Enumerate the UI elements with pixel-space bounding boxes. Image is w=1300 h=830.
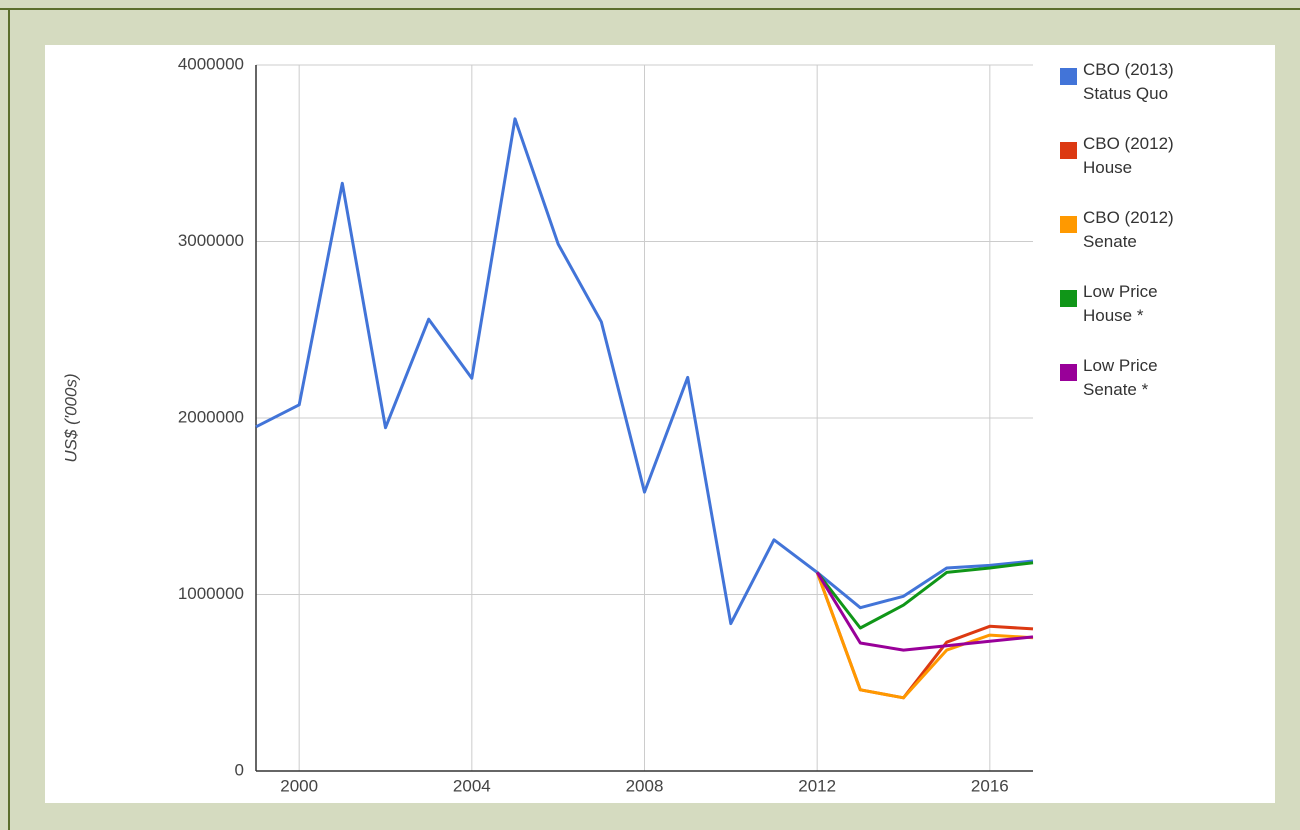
y-tick-label: 1000000 (178, 584, 244, 603)
y-tick-label: 3000000 (178, 231, 244, 250)
border (8, 8, 10, 830)
x-tick-label: 2000 (280, 776, 318, 795)
y-axis-title: US$ ('000s) (61, 373, 80, 462)
legend-swatch (1060, 290, 1077, 307)
series-line (255, 117, 1034, 626)
y-tick-label: 2000000 (178, 407, 244, 426)
y-tick-label: 0 (235, 760, 244, 779)
x-tick-label: 2004 (453, 776, 491, 795)
x-tick-label: 2016 (971, 776, 1009, 795)
legend-swatch (1060, 68, 1077, 85)
legend-label: Low Price House * (1083, 282, 1158, 325)
x-tick-label: 2008 (626, 776, 664, 795)
legend-swatch (1060, 142, 1077, 159)
legend-swatch (1060, 364, 1077, 381)
y-tick-label: 4000000 (178, 54, 244, 73)
legend-entry: CBO (2012) House (1058, 132, 1258, 192)
series-line (815, 571, 1034, 652)
legend-label: Low Price Senate * (1083, 356, 1158, 399)
legend-label: CBO (2013) Status Quo (1083, 60, 1174, 103)
chart-panel (45, 45, 1275, 803)
legend-entry: CBO (2012) Senate (1058, 206, 1258, 266)
legend-swatch (1060, 216, 1077, 233)
border (0, 8, 1300, 10)
series-line (816, 561, 1034, 630)
legend-label: CBO (2012) Senate (1083, 208, 1174, 251)
legend-entry: Low Price House * (1058, 280, 1258, 340)
legend-entry: Low Price Senate * (1058, 354, 1258, 414)
series-line (815, 571, 1034, 700)
legend-entry: CBO (2013) Status Quo (1058, 58, 1258, 118)
x-tick-label: 2012 (798, 776, 836, 795)
legend-label: CBO (2012) House (1083, 134, 1174, 177)
